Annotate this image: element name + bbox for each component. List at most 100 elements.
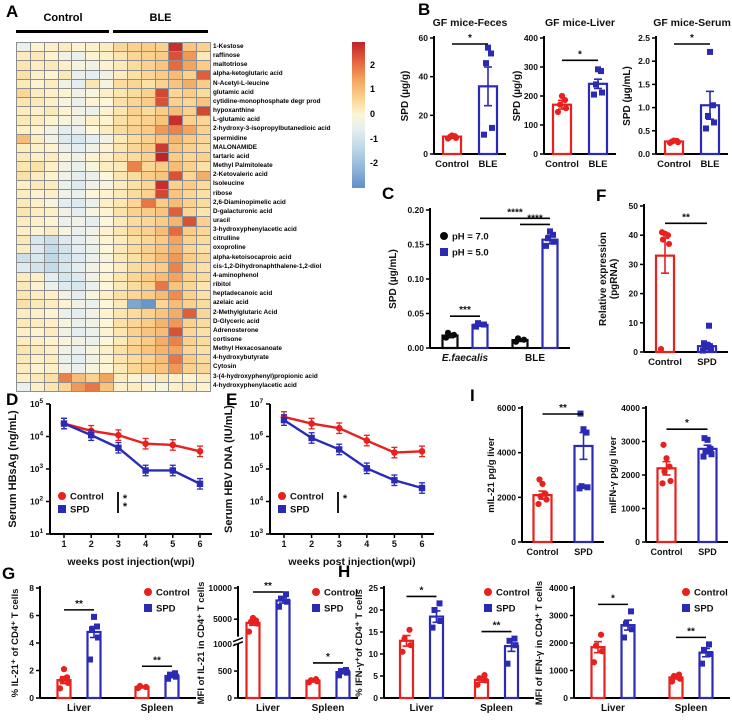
heatmap-cell — [155, 281, 169, 290]
heatmap-cell — [113, 171, 127, 180]
heatmap-cell — [197, 189, 210, 199]
heatmap-cell — [113, 226, 127, 235]
data-point — [363, 465, 370, 472]
heatmap-cell — [30, 98, 44, 107]
heatmap-cell — [155, 88, 169, 98]
data-point — [545, 235, 551, 242]
heatmap-cell — [169, 88, 183, 98]
heatmap-cell — [113, 327, 127, 336]
y-tick-label: 1.5 — [638, 79, 650, 89]
heatmap-cell — [30, 290, 44, 300]
panel-e-label: E — [226, 390, 238, 409]
data-point — [547, 228, 553, 235]
heatmap-cell — [113, 43, 127, 52]
data-point — [670, 137, 678, 144]
y-tick-label: 1000 — [549, 666, 568, 676]
data-point — [707, 48, 713, 55]
heatmap-cell — [113, 373, 127, 382]
data-point — [436, 600, 443, 607]
heatmap-cell — [58, 263, 72, 272]
heatmap-cell — [197, 162, 210, 171]
data-point — [473, 323, 479, 330]
heatmap-cell — [127, 327, 141, 336]
data-point — [284, 598, 290, 605]
heatmap-cell — [17, 235, 30, 244]
y-tick-label: 100 — [524, 120, 538, 130]
heatmap-cell — [58, 52, 72, 61]
y-tick-label: 104 — [30, 431, 43, 442]
heatmap-cell — [17, 355, 30, 364]
data-point — [481, 321, 487, 328]
y-axis-label: MFI of IFN-γ in CD4⁺ T cells — [534, 581, 545, 705]
data-point — [308, 434, 315, 442]
colorbar-tick: 0 — [370, 109, 376, 119]
legend-marker — [278, 492, 286, 500]
heatmap-cell — [113, 364, 127, 373]
data-point — [657, 345, 665, 353]
y-tick-label: 0.05 — [407, 309, 424, 319]
y-tick-label: 107 — [250, 398, 263, 409]
heatmap-cell — [169, 134, 183, 143]
data-point — [88, 431, 95, 439]
heatmap-cell — [155, 61, 169, 70]
heatmap-cell — [155, 171, 169, 180]
data-point — [543, 496, 550, 503]
heatmap-cell — [127, 382, 141, 391]
legend-marker — [278, 505, 286, 513]
data-point — [504, 660, 511, 667]
heatmap-cell — [197, 125, 210, 134]
group-label: Control — [545, 159, 579, 170]
heatmap-cell — [58, 382, 72, 391]
heatmap-cell — [72, 281, 86, 290]
heatmap-cell — [183, 318, 197, 327]
heatmap-cell — [197, 208, 210, 217]
heatmap-cell — [17, 79, 30, 88]
data-point — [56, 685, 64, 692]
heatmap-cell — [127, 61, 141, 70]
data-point — [543, 242, 549, 249]
heatmap-cell — [183, 382, 197, 391]
heatmap-cell — [44, 98, 58, 107]
x-tick-label: 6 — [197, 539, 202, 549]
heatmap-cell — [183, 245, 197, 254]
legend-marker — [144, 604, 152, 612]
heatmap-cell — [155, 162, 169, 171]
data-point — [338, 668, 344, 675]
heatmap-cell — [44, 43, 58, 52]
group-label: Liver — [67, 703, 91, 714]
heatmap-cell — [58, 134, 72, 143]
data-point — [482, 677, 489, 684]
heatmap-cell — [127, 263, 141, 272]
heatmap-cell — [183, 79, 197, 88]
heatmap-cell — [100, 199, 113, 208]
bar — [573, 444, 594, 544]
heatmap-cell — [169, 217, 183, 226]
data-point — [245, 628, 253, 635]
metabolite-label: 3-(4-hydroxyphenyl)propionic acid — [213, 372, 318, 380]
data-point — [406, 626, 413, 633]
legend-marker — [312, 604, 320, 612]
ble-group-underline — [113, 30, 208, 33]
metabolite-label: hypoxanthine — [213, 107, 255, 115]
y-tick-label: 101 — [30, 528, 43, 539]
heatmap-cell — [58, 107, 72, 116]
heatmap-cell — [155, 235, 169, 244]
data-point — [550, 231, 556, 238]
y-tick-label: 2000 — [497, 492, 516, 502]
data-point — [700, 453, 707, 460]
heatmap-cell — [100, 355, 113, 364]
heatmap-cell — [100, 300, 113, 309]
heatmap-cell — [141, 235, 155, 244]
heatmap-cell — [169, 254, 183, 263]
heatmap-cell — [169, 382, 183, 391]
heatmap-cell — [100, 98, 113, 107]
heatmap-cell — [169, 235, 183, 244]
sig-label: * — [690, 33, 694, 44]
group-label: BLE — [525, 353, 545, 364]
heatmap-cell — [155, 208, 169, 217]
heatmap-cell — [197, 364, 210, 373]
heatmap-cell — [30, 162, 44, 171]
legend-label: Control — [496, 588, 530, 599]
heatmap-cell — [113, 245, 127, 254]
sig-label: ** — [153, 655, 161, 666]
